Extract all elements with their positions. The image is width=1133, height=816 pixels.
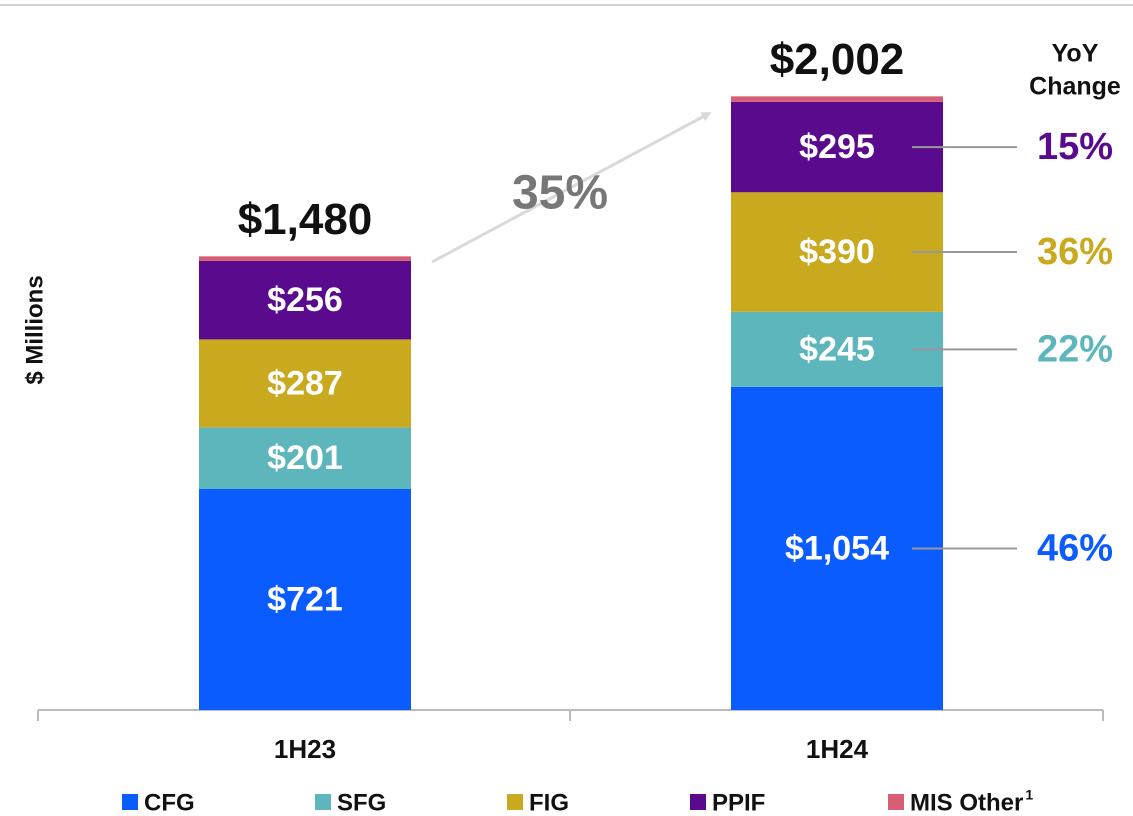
legend-swatch [690,794,706,810]
legend-note: 1 [1025,787,1033,803]
value-label: $245 [799,330,875,368]
bar-segment [199,339,411,428]
y-axis-label: $ Millions [21,275,48,384]
value-label: $287 [267,364,343,402]
value-label: $295 [799,128,875,166]
bar-segment [199,488,411,710]
yoy-title: YoY [1052,40,1099,68]
yoy-label: 46% [1037,527,1113,569]
bar-segment [199,427,411,489]
bar-segment [731,192,943,312]
legend-label: CFG [144,789,195,816]
x-tick-label: 1H23 [274,734,336,764]
value-label: $721 [267,580,343,618]
total-label: $1,480 [238,195,373,244]
legend-label: MIS Other [910,789,1023,816]
yoy-title: Change [1029,73,1121,101]
bar-segment [731,101,943,193]
bar-segment [199,260,411,340]
x-tick-label: 1H24 [806,734,869,764]
growth-arrow [431,112,712,264]
legend-label: SFG [337,789,386,816]
bar-segment [731,386,943,710]
legend-swatch [315,794,331,810]
bar-segment [199,256,411,261]
value-label: $256 [267,281,343,319]
growth-label: 35% [512,167,608,220]
legend-swatch [122,794,138,810]
total-label: $2,002 [770,35,905,84]
value-label: $1,054 [785,529,889,567]
value-label: $390 [799,233,875,271]
legend-swatch [507,794,523,810]
yoy-label: 22% [1037,328,1113,370]
legend-swatch [888,794,904,810]
yoy-label: 36% [1037,231,1113,273]
yoy-label: 15% [1037,126,1113,168]
value-label: $201 [267,439,343,477]
bar-segment [731,96,943,102]
legend-label: PPIF [712,789,765,816]
legend-label: FIG [529,789,569,816]
bar-segment [731,311,943,387]
